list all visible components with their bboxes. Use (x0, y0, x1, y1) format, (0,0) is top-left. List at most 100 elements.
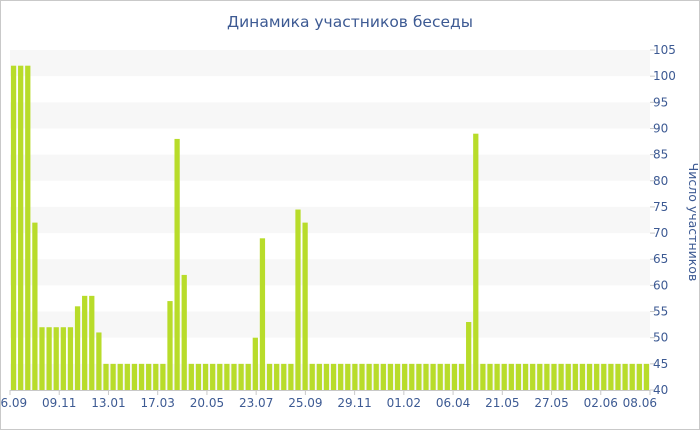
bar (473, 133, 479, 390)
bar (416, 363, 422, 390)
bar (202, 363, 209, 390)
bar (572, 363, 578, 390)
bar (501, 363, 507, 390)
bar (409, 363, 415, 390)
x-tick-label: 08.06 (623, 396, 657, 410)
bar (451, 363, 458, 390)
grid-band (10, 102, 650, 129)
x-tick-label: 29.11 (337, 396, 371, 410)
bars (10, 65, 650, 390)
x-tick-label: 02.06 (584, 396, 618, 410)
bar (96, 332, 102, 390)
bar (146, 363, 152, 390)
bar (544, 363, 550, 390)
bar (245, 363, 251, 390)
bar (487, 363, 493, 390)
y-tick-label: 80 (653, 174, 668, 188)
grid-band (10, 259, 650, 286)
bar (551, 363, 557, 390)
bar (224, 363, 230, 390)
bar (274, 363, 280, 390)
bar (188, 363, 194, 390)
bar (437, 363, 443, 390)
y-tick-label: 85 (653, 148, 668, 162)
bar (558, 363, 564, 390)
bar (352, 363, 358, 390)
bar (430, 363, 436, 390)
bar (466, 322, 472, 390)
bar (46, 327, 52, 390)
y-tick-label: 95 (653, 95, 668, 109)
y-tick-label: 55 (653, 305, 668, 319)
bar (18, 65, 24, 390)
bar (316, 363, 322, 390)
bar (231, 363, 237, 390)
bar (302, 222, 308, 390)
y-tick-label: 105 (653, 43, 676, 57)
y-tick-label: 100 (653, 69, 676, 83)
x-tick-label: 09.11 (42, 396, 76, 410)
y-axis-label: Число участников (686, 162, 700, 282)
bar (39, 327, 45, 390)
grid-band (10, 363, 650, 390)
y-tick-label: 75 (653, 200, 668, 214)
bar (565, 363, 571, 390)
bar (458, 363, 465, 390)
bar (636, 363, 642, 390)
bar (508, 363, 514, 390)
x-tick-label: 17.03 (141, 396, 175, 410)
x-tick-label: 27.05 (534, 396, 568, 410)
bar (594, 363, 600, 390)
bar (522, 363, 529, 390)
bar (32, 222, 38, 390)
bar (338, 363, 344, 390)
bar (373, 363, 379, 390)
bar (210, 363, 216, 390)
bar (238, 363, 244, 390)
bar (359, 363, 365, 390)
grid-band (10, 206, 650, 234)
bar (622, 363, 628, 390)
bar (288, 363, 294, 390)
bar (366, 363, 372, 390)
bar (394, 363, 401, 390)
bar (10, 65, 17, 390)
x-tick-label: 01.02 (387, 396, 421, 410)
bar (537, 363, 543, 390)
bar (74, 306, 81, 390)
bar (160, 363, 166, 390)
bar (323, 363, 330, 390)
bar (330, 363, 337, 390)
grid-band (10, 50, 650, 77)
bar (345, 363, 351, 390)
y-tick-label: 50 (653, 331, 668, 345)
bar (53, 327, 59, 390)
bar (89, 295, 95, 390)
bar (608, 363, 614, 390)
bar (444, 363, 450, 390)
bar (579, 363, 586, 390)
y-tick-label: 70 (653, 226, 668, 240)
bar (423, 363, 429, 390)
bar (380, 363, 386, 390)
bar (586, 363, 593, 390)
x-tick-labels: 06.09 09.11 13.01 17.03 20.05 23.07 25.09 29.11… (0, 390, 657, 410)
x-tick-label: 13.01 (91, 396, 125, 410)
x-tick-label: 25.09 (288, 396, 322, 410)
bar (25, 65, 31, 390)
grid-bands (10, 50, 650, 390)
bar (103, 363, 109, 390)
bar (295, 209, 301, 390)
bar (167, 301, 173, 390)
x-tick-label: 20.05 (190, 396, 224, 410)
bar (387, 363, 394, 390)
bar (195, 363, 202, 390)
bar (117, 363, 123, 390)
bar (60, 327, 66, 390)
bar (615, 363, 621, 390)
bar (629, 363, 635, 390)
bar (131, 363, 138, 390)
y-tick-label: 45 (653, 357, 668, 371)
bar (309, 363, 315, 390)
